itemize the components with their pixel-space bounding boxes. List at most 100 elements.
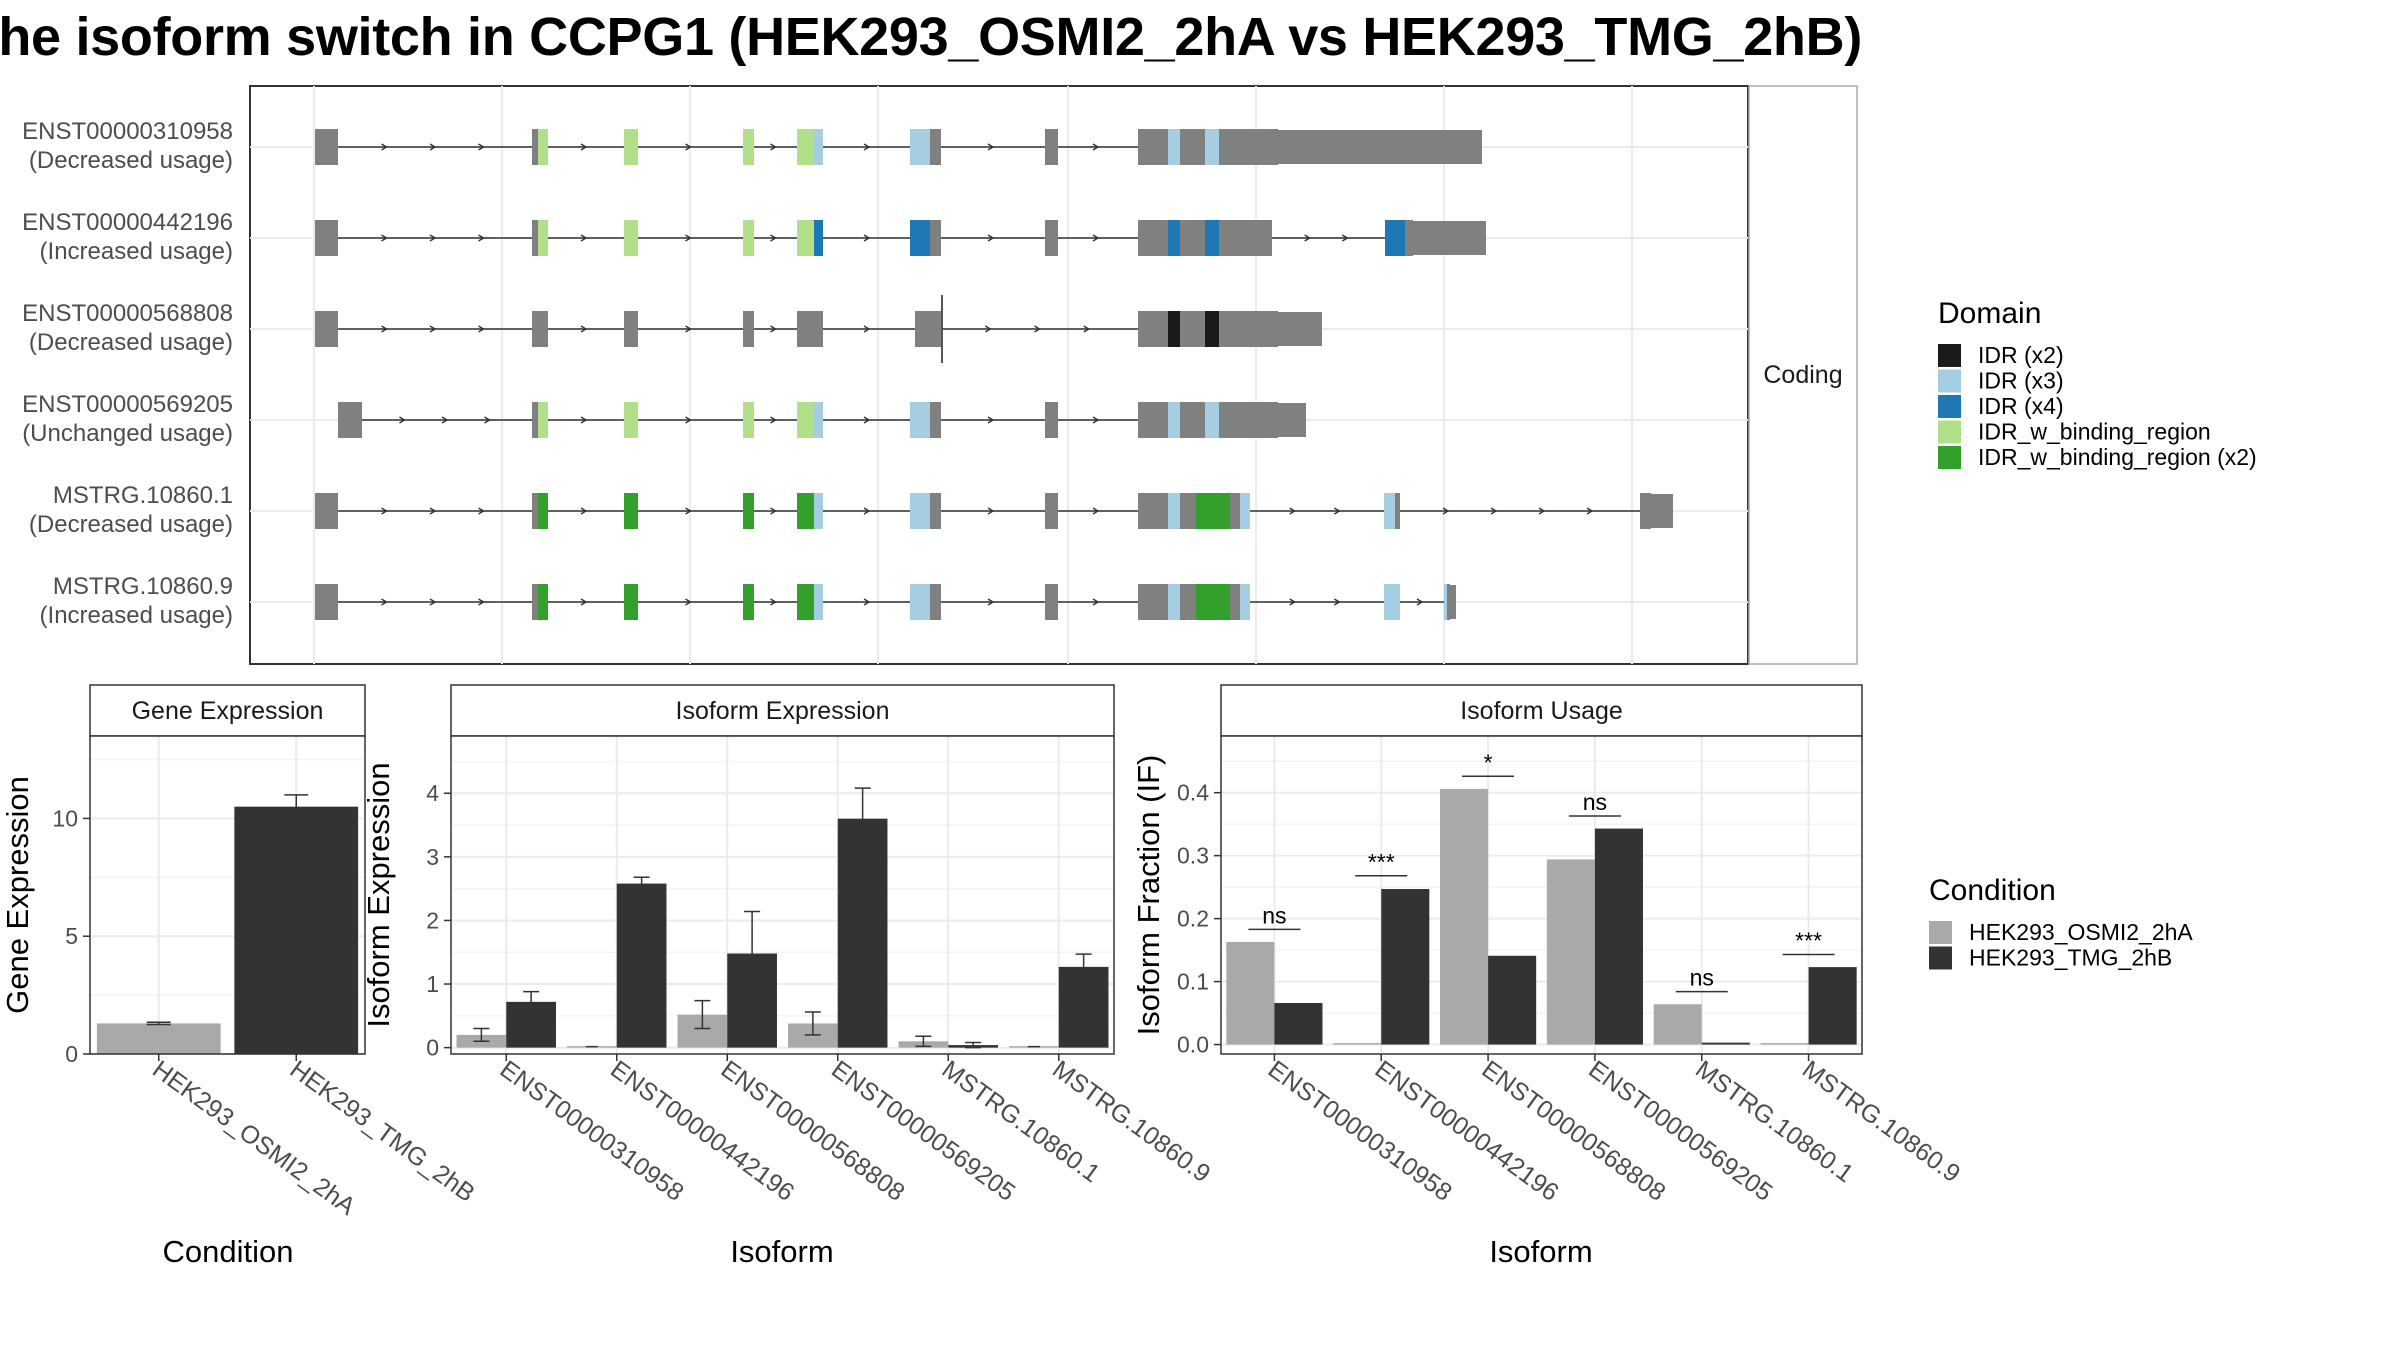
exon <box>930 493 941 529</box>
exon <box>930 584 941 620</box>
exon <box>624 493 638 529</box>
exon <box>1444 584 1447 620</box>
isoform-usage-label: (Increased usage) <box>40 238 233 265</box>
intron-arrow <box>580 234 588 242</box>
panel-border <box>1220 735 1863 1055</box>
intron-arrow <box>770 598 777 606</box>
intron-arrow <box>1586 507 1594 515</box>
exon <box>814 220 823 256</box>
exon <box>1384 584 1400 620</box>
intron-arrow <box>1034 325 1041 333</box>
intron-arrow <box>863 416 871 424</box>
intron-arrow <box>770 507 777 515</box>
significance-label: *** <box>1368 849 1395 875</box>
bar <box>1381 889 1430 1045</box>
panel-background <box>451 736 1114 1054</box>
intron-arrow <box>987 598 995 606</box>
exon <box>1138 220 1168 256</box>
intron-arrow <box>580 325 588 333</box>
bar <box>616 883 667 1048</box>
x-axis-label: Isoform <box>730 1234 833 1269</box>
bar <box>1488 955 1537 1045</box>
utr-exon <box>315 493 338 529</box>
exon <box>1640 493 1651 529</box>
panel-strip <box>89 684 366 737</box>
exon <box>1168 129 1180 165</box>
y-tick-label: 3 <box>426 844 439 870</box>
bar <box>1808 967 1857 1045</box>
isoform-usage-label: (Increased usage) <box>40 602 233 629</box>
exon <box>1045 402 1058 438</box>
y-tick-label: 5 <box>65 923 78 949</box>
isoform-usage-label: (Decreased usage) <box>29 511 233 538</box>
domain-legend-label: IDR_w_binding_region (x2) <box>1978 444 2257 470</box>
exon <box>814 493 823 529</box>
page-title-text: The isoform switch in CCPG1 (HEK293_OSMI… <box>0 7 1862 67</box>
y-tick-label: 0.1 <box>1177 969 1209 995</box>
x-tick-label: ENST00000442196 <box>605 1055 799 1207</box>
intron-arrow <box>685 598 692 606</box>
utr-exon <box>1651 494 1673 528</box>
intron-arrow <box>863 507 871 515</box>
intron-arrow <box>399 416 406 424</box>
intron-arrow <box>863 325 871 333</box>
intron-arrow <box>770 416 777 424</box>
exon <box>1395 493 1400 529</box>
domain-legend-swatch <box>1938 344 1961 367</box>
intron-arrow <box>381 234 388 242</box>
intron-arrow <box>381 598 388 606</box>
x-tick-label: ENST00000442196 <box>1370 1055 1564 1207</box>
intron-arrow <box>1092 598 1100 606</box>
exon <box>1447 584 1450 620</box>
domain-legend-label: IDR (x4) <box>1978 393 2064 419</box>
isoform-usage-label: (Unchanged usage) <box>22 420 233 447</box>
bar <box>234 806 359 1054</box>
intron-arrow <box>987 416 995 424</box>
exon <box>1168 311 1180 347</box>
structure-strip <box>1748 85 1858 665</box>
exon <box>1205 311 1219 347</box>
condition-legend-swatch <box>1929 946 1952 970</box>
intron-arrow <box>478 325 485 333</box>
intron-arrow <box>770 234 777 242</box>
exon <box>797 584 814 620</box>
exon <box>915 311 941 347</box>
intron-arrow <box>1289 598 1297 606</box>
exon <box>538 584 548 620</box>
intron-arrow <box>863 143 871 151</box>
intron-arrow <box>770 325 777 333</box>
x-tick-label: ENST00000310958 <box>495 1055 689 1207</box>
exon <box>1384 493 1395 529</box>
utr-exon <box>315 220 338 256</box>
isoform-label: ENST00000569205 <box>22 391 233 418</box>
exon <box>1168 220 1180 256</box>
isoform-usage-label: (Decreased usage) <box>29 329 233 356</box>
exon <box>1219 220 1272 256</box>
page-title: The isoform switch in CCPG1 (HEK293_OSMI… <box>0 0 1862 72</box>
bar <box>1653 1004 1702 1045</box>
exon <box>532 311 548 347</box>
intron-arrow <box>429 143 437 151</box>
y-tick-label: 10 <box>52 805 78 831</box>
domain-legend-title: Domain <box>1938 297 2041 330</box>
domain-legend-label: IDR (x2) <box>1978 342 2064 368</box>
exon <box>1168 493 1180 529</box>
intron-arrow <box>580 507 588 515</box>
domain-legend-swatch <box>1938 369 1961 393</box>
exon <box>930 402 941 438</box>
bar-panels: Gene Expression0510HEK293_OSMI2_2hAHEK29… <box>0 684 1965 1269</box>
significance-label: * <box>1484 749 1493 775</box>
panel-background <box>1221 736 1862 1054</box>
intron-arrow <box>429 507 437 515</box>
exon <box>930 129 941 165</box>
intron-arrow <box>478 598 485 606</box>
intron-arrow <box>685 416 692 424</box>
chart-panel-1: Isoform Expression01234ENST00000310958EN… <box>361 684 1215 1269</box>
exon <box>1180 311 1205 347</box>
bar <box>96 1023 221 1054</box>
x-tick-label: ENST00000310958 <box>1263 1055 1457 1207</box>
exon <box>624 402 638 438</box>
intron-arrow <box>863 234 871 242</box>
